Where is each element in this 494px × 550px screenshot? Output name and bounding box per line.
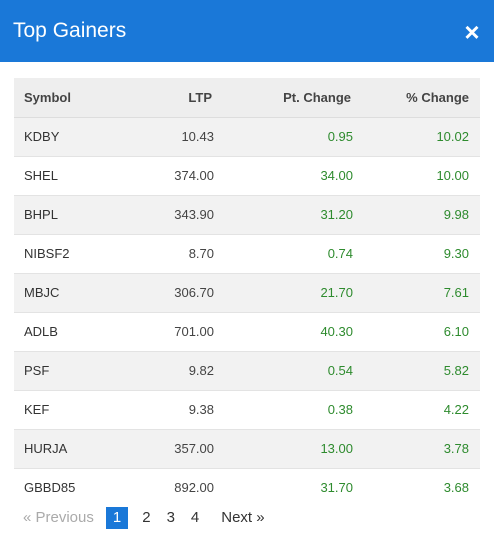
previous-page-button[interactable]: « Previous xyxy=(23,509,94,526)
cell-ltp: 357.00 xyxy=(134,429,214,469)
table-row[interactable]: KEF 9.38 0.38 4.22 xyxy=(14,390,480,430)
gainers-table: Symbol LTP Pt. Change % Change KDBY 10.43… xyxy=(14,78,480,507)
cell-ltp: 306.70 xyxy=(134,273,214,313)
column-header-pt-change[interactable]: Pt. Change xyxy=(214,78,353,118)
cell-pct-change: 10.02 xyxy=(353,117,480,157)
cell-pt-change: 31.70 xyxy=(320,480,353,496)
cell-pt-change: 0.95 xyxy=(214,117,353,157)
cell-pct-change: 9.30 xyxy=(353,234,480,274)
cell-symbol[interactable]: KDBY xyxy=(14,117,134,157)
cell-pct-change: 5.82 xyxy=(353,351,480,391)
pagination: « Previous 1 2 3 4 Next » xyxy=(14,506,273,530)
cell-pt-change: 0.54 xyxy=(214,351,353,391)
table-header: Symbol LTP Pt. Change % Change xyxy=(14,78,480,118)
gainers-table-wrapper: Symbol LTP Pt. Change % Change KDBY 10.43… xyxy=(14,78,480,507)
cell-ltp: 9.38 xyxy=(134,390,214,430)
cell-symbol[interactable]: ADLB xyxy=(14,312,134,352)
cell-symbol[interactable]: HURJA xyxy=(14,429,134,469)
table-row[interactable]: BHPL 343.90 31.20 9.98 xyxy=(14,195,480,235)
table-row[interactable]: NIBSF2 8.70 0.74 9.30 xyxy=(14,234,480,274)
cell-ltp: 892.00 xyxy=(174,480,214,496)
cell-pct-change: 3.68 xyxy=(443,480,469,496)
modal-title: Top Gainers xyxy=(13,19,127,42)
page-button-3[interactable]: 3 xyxy=(166,509,175,526)
table-row[interactable]: KDBY 10.43 0.95 10.02 xyxy=(14,117,480,157)
cell-pct-change: 4.22 xyxy=(353,390,480,430)
table-header-row: Symbol LTP Pt. Change % Change xyxy=(14,78,480,118)
cell-symbol[interactable]: MBJC xyxy=(14,273,134,313)
cell-symbol[interactable]: PSF xyxy=(14,351,134,391)
close-button[interactable]: × xyxy=(464,17,480,47)
cell-pct-change: 9.98 xyxy=(353,195,480,235)
cell-ltp: 701.00 xyxy=(134,312,214,352)
cell-ltp: 10.43 xyxy=(134,117,214,157)
cell-symbol[interactable]: KEF xyxy=(14,390,134,430)
table-row[interactable]: ADLB 701.00 40.30 6.10 xyxy=(14,312,480,352)
table-row[interactable]: MBJC 306.70 21.70 7.61 xyxy=(14,273,480,313)
cell-pt-change: 31.20 xyxy=(214,195,353,235)
cell-pt-change: 13.00 xyxy=(214,429,353,469)
next-page-button[interactable]: Next » xyxy=(221,509,265,526)
cell-ltp: 8.70 xyxy=(134,234,214,274)
column-header-pct-change[interactable]: % Change xyxy=(353,78,480,118)
cell-pct-change: 7.61 xyxy=(353,273,480,313)
modal-header: Top Gainers × xyxy=(0,0,494,62)
cell-symbol[interactable]: SHEL xyxy=(14,156,134,196)
page-button-1[interactable]: 1 xyxy=(105,507,129,529)
table-row[interactable]: HURJA 357.00 13.00 3.78 xyxy=(14,429,480,469)
column-header-symbol[interactable]: Symbol xyxy=(14,78,134,118)
page-button-2[interactable]: 2 xyxy=(142,509,151,526)
cell-symbol[interactable]: NIBSF2 xyxy=(14,234,134,274)
cell-pt-change: 40.30 xyxy=(214,312,353,352)
cell-pct-change: 3.78 xyxy=(353,429,480,469)
cell-symbol[interactable]: BHPL xyxy=(14,195,134,235)
cell-pt-change: 0.74 xyxy=(214,234,353,274)
cell-symbol[interactable]: GBBD85 xyxy=(24,480,76,496)
cell-ltp: 374.00 xyxy=(134,156,214,196)
table-row[interactable]: PSF 9.82 0.54 5.82 xyxy=(14,351,480,391)
cell-pct-change: 6.10 xyxy=(353,312,480,352)
table-row[interactable]: GBBD85 892.00 31.70 3.68 xyxy=(14,468,480,507)
cell-ltp: 343.90 xyxy=(134,195,214,235)
column-header-ltp[interactable]: LTP xyxy=(134,78,214,118)
cell-pt-change: 0.38 xyxy=(214,390,353,430)
cell-pt-change: 34.00 xyxy=(214,156,353,196)
cell-pt-change: 21.70 xyxy=(214,273,353,313)
cell-pct-change: 10.00 xyxy=(353,156,480,196)
table-row[interactable]: SHEL 374.00 34.00 10.00 xyxy=(14,156,480,196)
cell-ltp: 9.82 xyxy=(134,351,214,391)
table-body: KDBY 10.43 0.95 10.02 SHEL 374.00 34.00 10.00 BH… xyxy=(14,117,480,507)
page-button-4[interactable]: 4 xyxy=(190,509,200,526)
